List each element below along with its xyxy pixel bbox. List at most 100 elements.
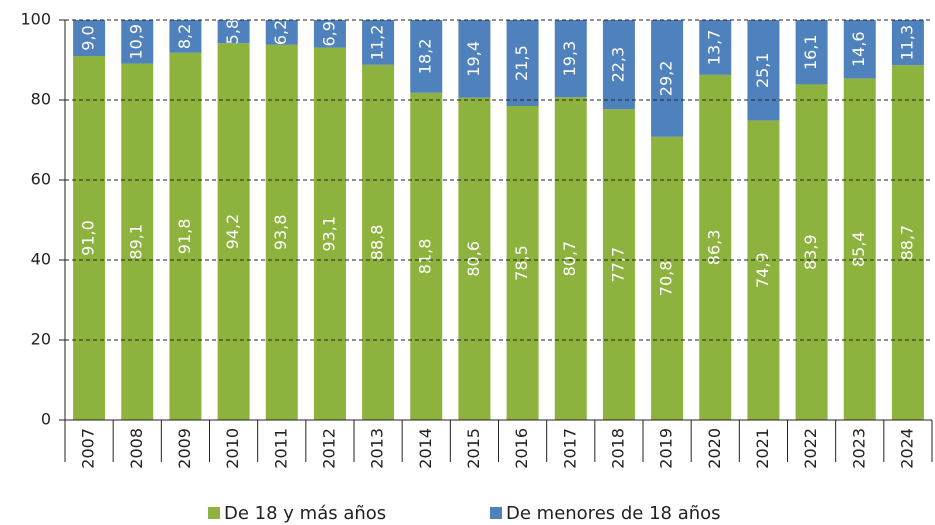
value-label: 91,0	[79, 220, 98, 256]
bar-segment	[651, 20, 684, 137]
value-label: 80,6	[464, 241, 483, 277]
x-tick-label: 2022	[801, 428, 820, 469]
y-tick-label: 0	[41, 410, 51, 429]
value-label: 6,2	[271, 20, 290, 45]
value-label: 78,5	[512, 245, 531, 281]
value-label: 21,5	[512, 45, 531, 81]
value-label: 29,2	[657, 61, 676, 97]
y-tick-label: 100	[20, 10, 51, 29]
bar-segment	[747, 20, 780, 121]
bar-segment	[169, 20, 202, 53]
bar-segment	[362, 20, 395, 65]
x-tick-label: 2008	[127, 428, 146, 469]
value-label: 88,7	[897, 225, 916, 261]
x-tick-label: 2024	[897, 428, 916, 469]
bar-segment	[362, 64, 395, 421]
bar-segment	[699, 74, 732, 421]
bar-segment	[843, 20, 876, 79]
value-label: 88,8	[368, 225, 387, 261]
value-label: 16,1	[801, 34, 820, 70]
x-tick-label: 2009	[175, 428, 194, 469]
value-label: 8,2	[175, 24, 194, 49]
legend-swatch	[208, 507, 220, 519]
bar-segment	[795, 20, 828, 85]
x-tick-label: 2015	[464, 428, 483, 469]
x-tick-label: 2020	[705, 428, 724, 469]
bar-segment	[121, 63, 154, 420]
value-label: 80,7	[560, 241, 579, 277]
value-label: 18,2	[416, 39, 435, 75]
bar-segment	[554, 20, 587, 98]
bar-segment	[699, 20, 732, 75]
x-tick-label: 2018	[608, 428, 627, 469]
value-label: 19,4	[464, 41, 483, 77]
value-label: 74,9	[753, 252, 772, 288]
value-label: 89,1	[127, 224, 146, 260]
bar-segment	[458, 20, 491, 98]
value-label: 13,7	[705, 30, 724, 66]
value-label: 85,4	[849, 231, 868, 267]
value-label: 14,6	[849, 31, 868, 67]
bar-segment	[73, 56, 106, 420]
value-label: 11,3	[897, 25, 916, 61]
value-label: 10,9	[127, 24, 146, 60]
value-label: 5,8	[223, 19, 242, 44]
bar-segment	[410, 20, 443, 93]
x-tick-label: 2016	[512, 428, 531, 469]
bar-segment	[73, 20, 106, 56]
y-tick-label: 20	[31, 330, 51, 349]
value-label: 77,7	[608, 247, 627, 283]
value-label: 93,8	[271, 215, 290, 251]
bar-segment	[121, 20, 154, 64]
bar-segment	[217, 20, 250, 44]
legend-swatch	[490, 507, 502, 519]
x-tick-label: 2017	[560, 428, 579, 469]
value-label: 19,3	[560, 41, 579, 77]
bar-segment	[506, 20, 539, 106]
bar-segment	[651, 136, 684, 421]
bar-segment	[795, 84, 828, 421]
value-label: 25,1	[753, 52, 772, 88]
legend-label: De menores de 18 años	[506, 503, 721, 524]
value-label: 70,8	[657, 261, 676, 297]
x-tick-label: 2013	[368, 428, 387, 469]
bar-segment	[458, 97, 491, 420]
value-label: 22,3	[608, 47, 627, 83]
y-tick-label: 80	[31, 90, 51, 109]
value-label: 91,8	[175, 219, 194, 255]
value-label: 6,9	[319, 21, 338, 46]
bar-segment	[843, 78, 876, 421]
bar-segment	[313, 47, 346, 420]
bar-segment	[410, 92, 443, 421]
x-tick-label: 2021	[753, 428, 772, 469]
bar-segment	[313, 20, 346, 48]
value-label: 93,1	[319, 216, 338, 252]
bar-segment	[265, 20, 298, 45]
bar-segment	[169, 52, 202, 421]
value-label: 9,0	[79, 25, 98, 50]
bar-segment	[265, 44, 298, 421]
x-tick-label: 2014	[416, 428, 435, 469]
x-tick-label: 2019	[657, 428, 676, 469]
value-label: 81,8	[416, 239, 435, 275]
bar-segment	[891, 65, 924, 420]
bar-segment	[506, 106, 539, 420]
x-tick-label: 2011	[271, 428, 290, 469]
bar-segment	[891, 20, 924, 66]
y-tick-label: 60	[31, 170, 51, 189]
x-tick-label: 2010	[223, 428, 242, 469]
y-tick-label: 40	[31, 250, 51, 269]
x-tick-label: 2007	[79, 428, 98, 469]
legend-label: De 18 y más años	[224, 503, 386, 524]
bar-segment	[602, 20, 635, 110]
bar-segment	[602, 109, 635, 420]
value-label: 94,2	[223, 214, 242, 250]
value-label: 83,9	[801, 234, 820, 270]
bar-segment	[747, 120, 780, 421]
value-label: 11,2	[368, 25, 387, 61]
bar-segment	[217, 43, 250, 420]
value-label: 86,3	[705, 230, 724, 266]
bar-segment	[554, 97, 587, 420]
x-tick-label: 2012	[319, 428, 338, 469]
